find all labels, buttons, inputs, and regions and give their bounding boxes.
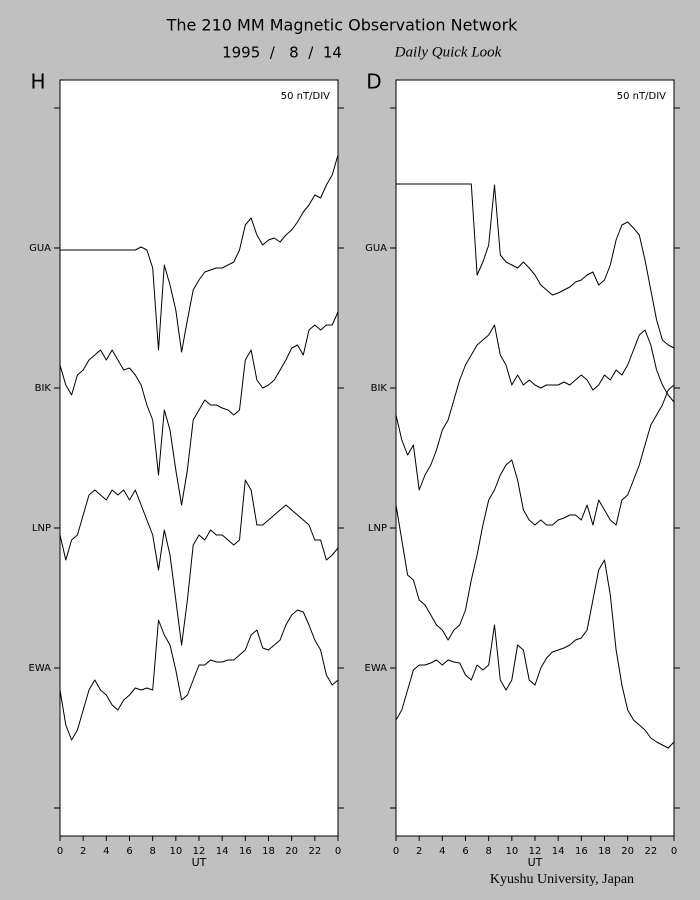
plot-area	[395, 79, 675, 837]
x-tick-label: 22	[308, 846, 321, 857]
scale-label: 50 nT/DIV	[617, 91, 666, 102]
y-tick-label: GUA	[29, 243, 51, 254]
panel-label: H	[30, 70, 45, 94]
x-tick-label: 16	[575, 846, 588, 857]
trace	[59, 311, 339, 506]
trace	[59, 609, 339, 741]
x-tick-label: 0	[57, 846, 63, 857]
x-axis-label: UT	[528, 856, 543, 869]
plot-area	[59, 79, 339, 837]
x-tick-label: 22	[644, 846, 657, 857]
subtitle: Daily Quick Look	[394, 44, 502, 60]
x-tick-label: 10	[505, 846, 518, 857]
y-tick-label: EWA	[365, 663, 388, 674]
x-tick-label: 10	[169, 846, 182, 857]
y-tick-label: BIK	[35, 383, 52, 394]
x-axis-label: UT	[192, 856, 207, 869]
y-tick-label: EWA	[29, 663, 52, 674]
x-tick-label: 6	[462, 846, 468, 857]
y-tick-label: BIK	[371, 383, 388, 394]
x-tick-label: 12	[529, 846, 542, 857]
trace	[395, 384, 675, 641]
x-tick-label: 16	[239, 846, 252, 857]
x-tick-label: 20	[285, 846, 298, 857]
x-tick-label: 4	[103, 846, 109, 857]
x-tick-label: 18	[598, 846, 611, 857]
trace	[396, 183, 675, 349]
x-tick-label: 14	[216, 846, 229, 857]
x-tick-label: 20	[621, 846, 634, 857]
y-tick-label: LNP	[32, 523, 51, 534]
x-tick-label: 2	[416, 846, 422, 857]
x-tick-label: 8	[485, 846, 491, 857]
x-tick-label: 0	[671, 846, 677, 857]
panel-label: D	[366, 70, 381, 94]
x-tick-label: 0	[335, 846, 341, 857]
page-title: The 210 MM Magnetic Observation Network	[166, 16, 519, 35]
x-tick-label: 12	[193, 846, 206, 857]
x-tick-label: 6	[126, 846, 132, 857]
y-tick-label: GUA	[365, 243, 387, 254]
x-tick-label: 8	[149, 846, 155, 857]
footer: Kyushu University, Japan	[490, 872, 634, 887]
x-tick-label: 2	[80, 846, 86, 857]
trace	[395, 324, 675, 491]
x-tick-label: 4	[439, 846, 445, 857]
y-tick-label: LNP	[368, 523, 387, 534]
trace	[59, 479, 339, 646]
trace	[60, 154, 339, 353]
scale-label: 50 nT/DIV	[281, 91, 330, 102]
x-tick-label: 18	[262, 846, 275, 857]
trace	[395, 559, 675, 749]
date: 1995 / 8 / 14	[222, 44, 342, 62]
x-tick-label: 14	[552, 846, 565, 857]
x-tick-label: 0	[393, 846, 399, 857]
